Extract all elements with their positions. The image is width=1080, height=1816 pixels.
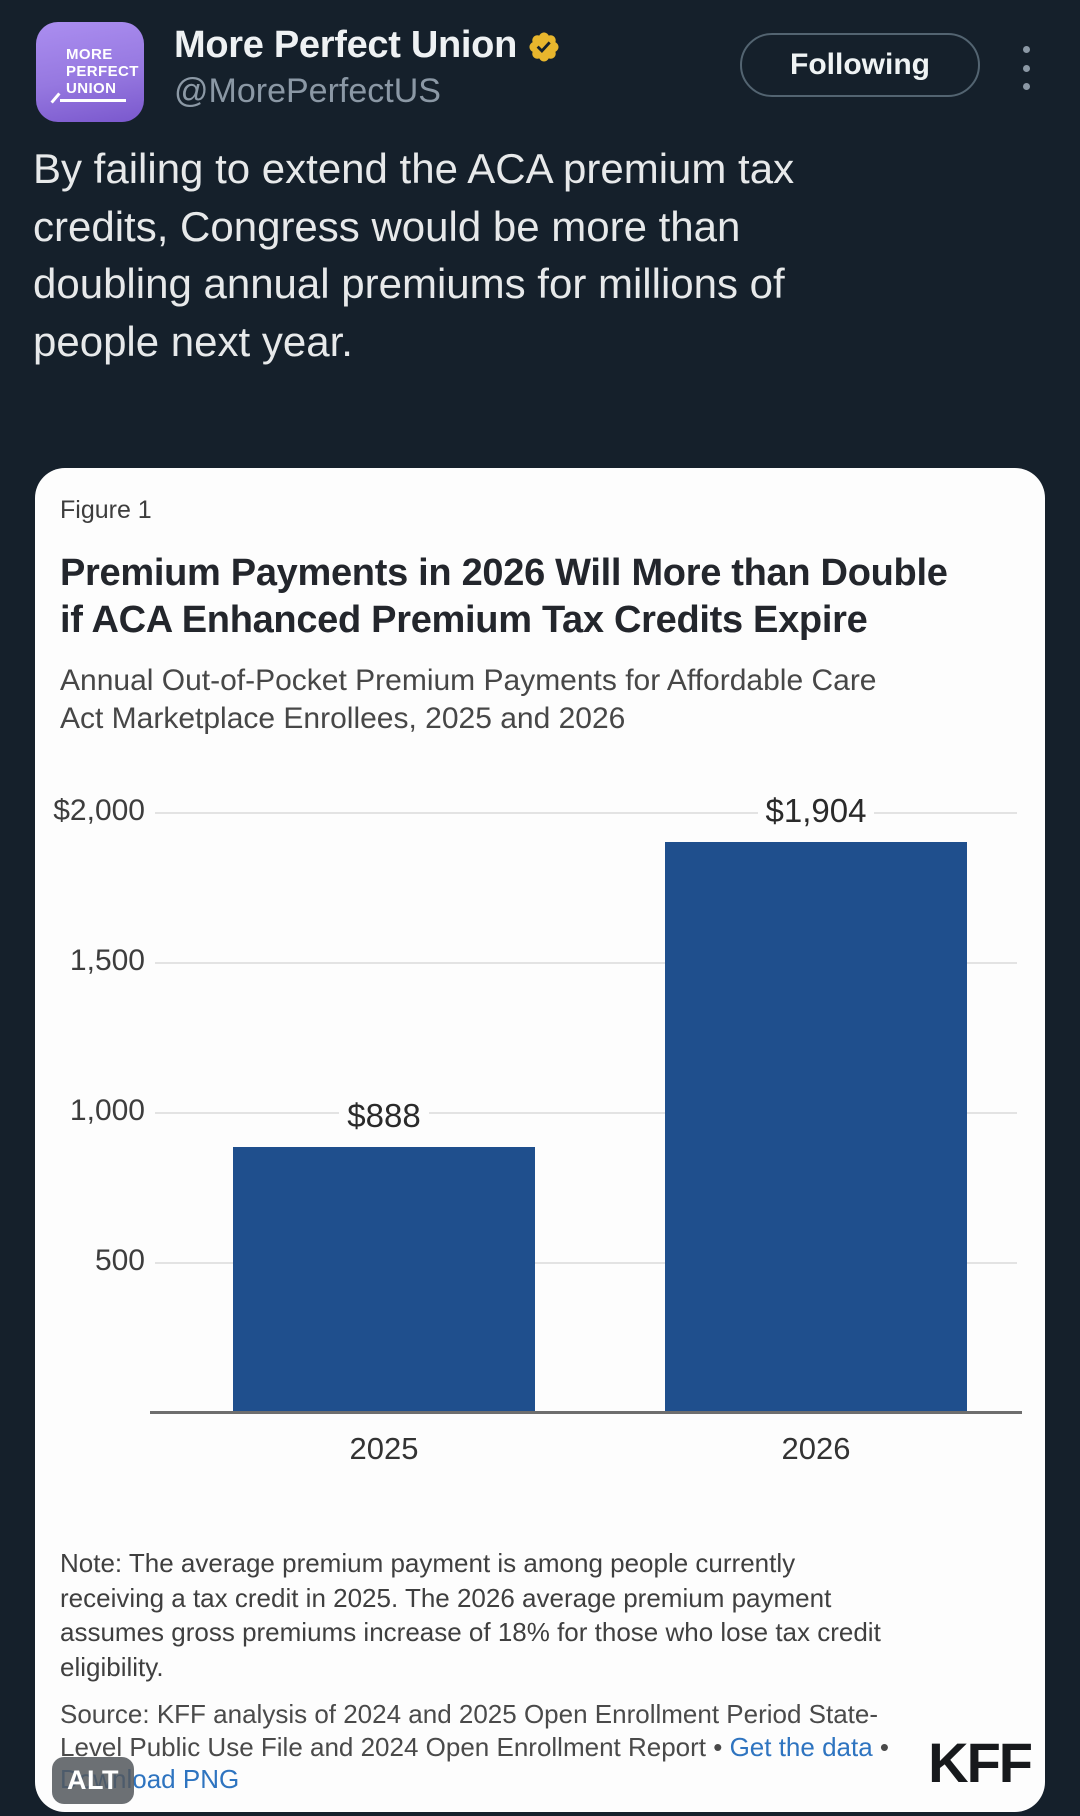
- tweet-text-line: By failing to extend the ACA premium tax: [33, 145, 795, 192]
- gridline-2000: [155, 812, 1017, 814]
- tweet-image-card[interactable]: Figure 1 Premium Payments in 2026 Will M…: [35, 468, 1045, 1812]
- get-the-data-link[interactable]: Get the data: [729, 1731, 873, 1762]
- chart-title: Premium Payments in 2026 Will More than …: [60, 552, 948, 641]
- source-line: Level Public Use File and 2024 Open Enro…: [60, 1731, 890, 1762]
- x-label-2026: 2026: [781, 1431, 851, 1466]
- bar-value-2025: $888: [233, 1096, 535, 1135]
- gridline-500: [155, 1262, 1017, 1264]
- profile-handle[interactable]: @MorePerfectUS: [174, 72, 441, 110]
- profile-avatar[interactable]: MORE PERFECT UNION: [36, 22, 144, 122]
- y-tick-1500: 1,500: [69, 944, 145, 977]
- figure-label: Figure 1: [60, 496, 152, 524]
- menu-dot: [1022, 83, 1030, 90]
- kff-logo: KFF: [928, 1731, 1033, 1794]
- avatar-wordmark: MORE PERFECT UNION: [66, 46, 139, 97]
- gridline-1000: [155, 1112, 1017, 1114]
- tweet-text-line: credits, Congress would be more than: [33, 202, 741, 250]
- bar-2026: [665, 841, 967, 1413]
- chart-source: Source: KFF analysis of 2024 and 2025 Op…: [60, 1698, 1000, 1796]
- display-name-row: More Perfect Union: [174, 24, 561, 67]
- more-menu-icon[interactable]: [1012, 46, 1040, 90]
- chart-subtitle: Annual Out-of-Pocket Premium Payments fo…: [60, 664, 877, 735]
- y-tick-1000: 1,000: [69, 1094, 145, 1127]
- following-button[interactable]: Following: [740, 33, 980, 97]
- alt-badge-button[interactable]: ALT: [52, 1757, 134, 1804]
- tweet-text-line: people next year.: [33, 317, 353, 365]
- menu-dot: [1022, 46, 1030, 53]
- y-tick-2000: $2,000: [53, 794, 145, 827]
- chart-note: Note: The average premium payment is amo…: [60, 1548, 881, 1682]
- menu-dot: [1022, 64, 1030, 72]
- tweet-text-line: doubling annual premiums for millions of: [33, 260, 785, 307]
- y-tick-500: 500: [94, 1244, 145, 1277]
- source-line: Download PNG: [60, 1763, 1000, 1796]
- avatar-underline: [60, 99, 126, 102]
- x-axis-line: [150, 1411, 1022, 1414]
- bar-value-2026: $1,904: [665, 791, 967, 830]
- gridline-1500: [155, 962, 1017, 964]
- x-label-2025: 2025: [349, 1431, 419, 1466]
- tweet-text: By failing to extend the ACA premium tax…: [33, 140, 1053, 370]
- avatar-swoosh-icon: [50, 92, 61, 104]
- bar-2025: [233, 1146, 535, 1413]
- gold-verified-icon: [529, 31, 559, 62]
- source-line: Source: KFF analysis of 2024 and 2025 Op…: [60, 1699, 879, 1729]
- display-name[interactable]: More Perfect Union: [174, 24, 517, 66]
